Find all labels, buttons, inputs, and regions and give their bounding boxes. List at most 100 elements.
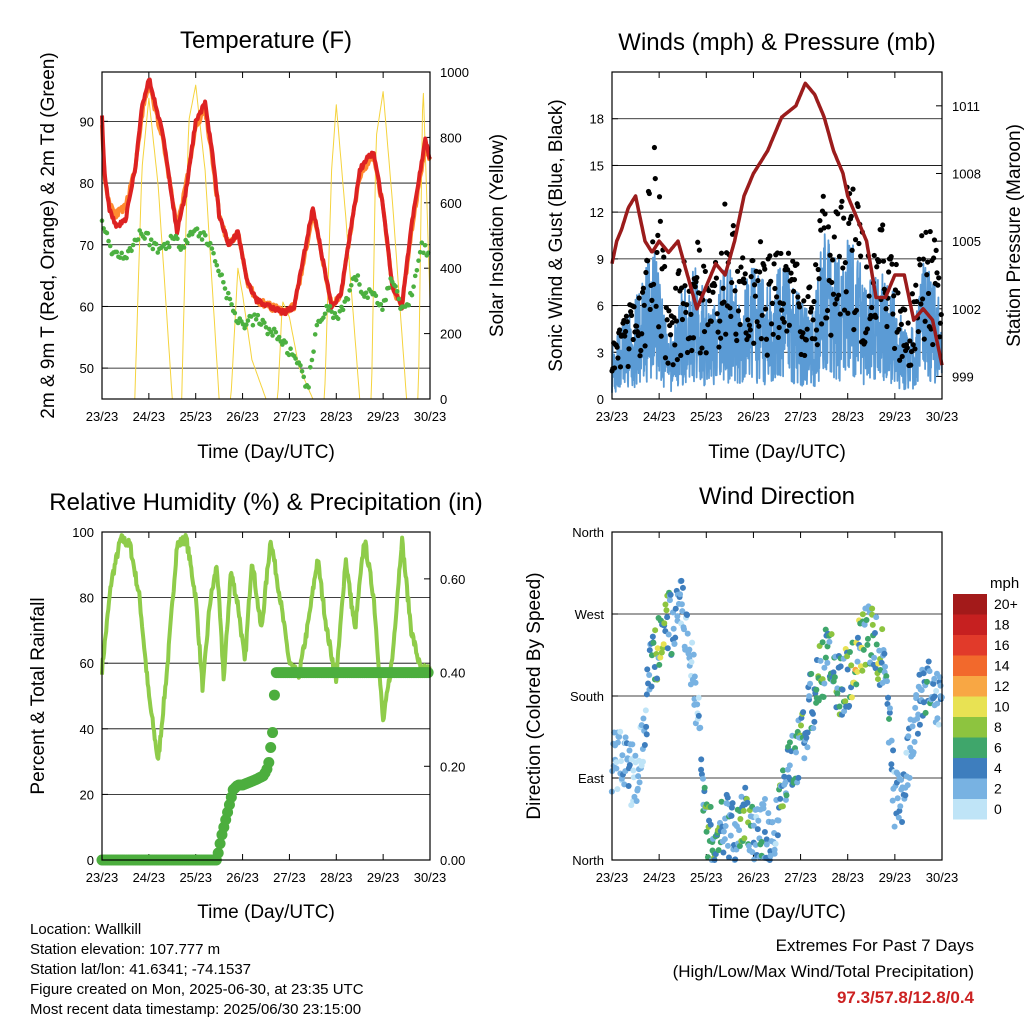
direction-point — [617, 758, 624, 765]
legend-label: 12 — [994, 678, 1010, 694]
dewpoint-point — [232, 310, 238, 316]
direction-point — [745, 842, 752, 849]
gust-point — [640, 285, 646, 291]
direction-point — [848, 662, 855, 669]
direction-point — [881, 650, 888, 657]
gust-point — [693, 279, 699, 285]
dewpoint-point — [293, 356, 298, 361]
station-info: Location: Wallkill Station elevation: 10… — [30, 920, 364, 1020]
dewpoint-point — [406, 302, 411, 308]
dewpoint-point — [153, 241, 159, 247]
gust-point — [650, 239, 656, 245]
dewpoint-point — [142, 236, 147, 241]
direction-point — [622, 734, 629, 741]
x-tick-label: 30/23 — [414, 870, 447, 885]
gust-point — [805, 293, 811, 300]
gust-point — [925, 259, 931, 265]
gust-point — [624, 319, 630, 325]
gust-point — [880, 222, 886, 228]
direction-point — [931, 693, 938, 700]
gust-point — [824, 315, 830, 321]
gust-point — [858, 253, 864, 259]
direction-point — [886, 705, 893, 712]
dewpoint-point — [301, 374, 307, 380]
dewpoint-point — [412, 273, 418, 279]
gust-point — [785, 250, 792, 256]
dewpoint-point — [219, 272, 225, 277]
direction-point — [658, 649, 665, 656]
direction-point — [650, 639, 657, 646]
figure-created: Figure created on Mon, 2025-06-30, at 23… — [30, 981, 364, 998]
chart-panel-2: Winds (mph) & Pressure (mb) Time (Day/UTC… — [546, 29, 1024, 463]
dewpoint-point — [396, 296, 402, 302]
relative-humidity-line — [100, 533, 432, 761]
x-tick-label: 24/23 — [133, 870, 166, 885]
y-tick-label: North — [572, 853, 604, 868]
direction-point — [758, 839, 765, 846]
gust-point — [785, 266, 791, 273]
y-tick-label-right: 600 — [440, 196, 462, 211]
direction-point — [736, 827, 743, 834]
gust-point — [614, 344, 620, 350]
gust-point — [788, 270, 794, 276]
direction-point — [684, 630, 691, 637]
direction-point — [632, 752, 639, 759]
gust-point — [758, 336, 764, 342]
gust-point — [705, 322, 711, 328]
gust-point — [869, 304, 875, 311]
direction-point — [820, 694, 827, 701]
y-tick-label-right: 0.00 — [440, 853, 465, 868]
dewpoint-point — [165, 240, 170, 246]
gust-point — [654, 249, 660, 256]
dewpoint-point — [378, 302, 384, 307]
gust-point — [902, 307, 908, 313]
dewpoint-point — [147, 242, 152, 248]
gust-point — [898, 321, 904, 328]
gust-point — [630, 336, 636, 343]
direction-point — [643, 723, 650, 730]
direction-point — [740, 807, 747, 814]
direction-point — [672, 634, 679, 641]
gust-point — [825, 224, 831, 230]
gust-point — [796, 304, 803, 310]
x-tick-label: 23/23 — [86, 409, 119, 424]
gust-point — [631, 304, 637, 310]
gust-point — [706, 298, 713, 304]
gust-point — [886, 269, 892, 275]
gust-point — [639, 289, 646, 295]
y-tick-label: 60 — [80, 299, 94, 314]
y-tick-label-right: 1000 — [440, 65, 469, 80]
gust-point — [695, 239, 701, 245]
gust-point — [676, 268, 682, 274]
direction-point — [695, 694, 702, 701]
gust-point — [708, 318, 714, 324]
y-tick-label: 80 — [80, 591, 94, 606]
gust-point — [889, 261, 895, 267]
gust-point — [824, 307, 831, 314]
gust-point — [751, 340, 757, 346]
direction-point — [661, 620, 668, 627]
dewpoint-point — [175, 236, 180, 242]
direction-point — [701, 784, 708, 791]
gust-point — [737, 321, 743, 328]
gust-point — [674, 356, 680, 363]
y-tick-label: 0 — [87, 853, 94, 868]
x-tick-label: 23/23 — [596, 409, 629, 424]
direction-point — [890, 747, 897, 754]
gust-point — [729, 279, 735, 286]
direction-point — [643, 731, 650, 738]
dewpoint-point — [340, 307, 346, 313]
dewpoint-point — [106, 238, 111, 244]
dewpoint-point — [386, 285, 392, 291]
gust-point — [712, 282, 718, 289]
direction-point — [801, 755, 808, 762]
gust-point — [843, 289, 849, 295]
dewpoint-point — [342, 299, 348, 304]
x-tick-label: 24/23 — [133, 409, 166, 424]
direction-point — [629, 741, 636, 748]
station-location: Location: Wallkill — [30, 921, 142, 938]
direction-point — [678, 577, 685, 584]
gust-point — [893, 261, 899, 268]
direction-point — [677, 591, 684, 598]
